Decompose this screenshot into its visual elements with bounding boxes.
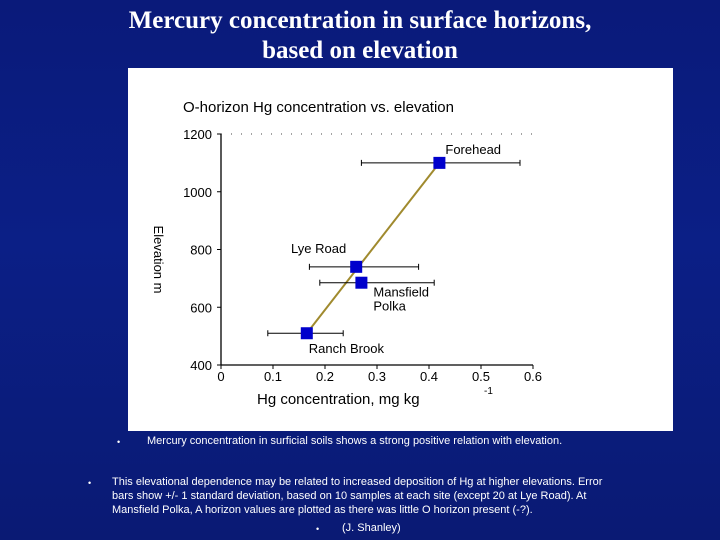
slide-title-line-1: Mercury concentration in surface horizon… (128, 7, 592, 34)
caption-bullet-1: • (117, 437, 121, 447)
hg-elevation-chart: O-horizon Hg concentration vs. elevation… (151, 99, 542, 408)
slide-title: Mercury concentration in surface horizon… (0, 6, 720, 66)
caption-bullet-2: • (88, 478, 92, 488)
x-tick-label: 0.1 (264, 369, 282, 384)
chart-panel: O-horizon Hg concentration vs. elevation… (128, 68, 673, 431)
data-point-label: Ranch Brook (309, 341, 385, 356)
x-tick-label: 0.2 (316, 369, 334, 384)
x-tick-label: 0.4 (420, 369, 438, 384)
caption-second: This elevational dependence may be relat… (112, 476, 603, 516)
y-axis-label: Elevation m (151, 226, 166, 294)
x-tick-label: 0.3 (368, 369, 386, 384)
chart-title: O-horizon Hg concentration vs. elevation (183, 99, 454, 116)
y-tick-label: 600 (190, 300, 212, 315)
x-axis-label: Hg concentration, mg kg (257, 391, 420, 408)
x-tick-label: 0.5 (472, 369, 490, 384)
data-point-marker (433, 156, 446, 169)
data-point-label: Mansfield Polka (373, 285, 429, 314)
data-point-label: Forehead (445, 142, 501, 157)
data-point-marker (300, 327, 313, 340)
caption-bullet-3: • (316, 524, 320, 534)
x-axis-label-superscript: -1 (484, 386, 493, 397)
data-point-label: Lye Road (291, 241, 346, 256)
data-point-marker (350, 260, 363, 273)
slide-title-line-2: based on elevation (262, 37, 458, 64)
x-tick-label: 0 (217, 369, 224, 384)
y-tick-label: 1200 (183, 127, 212, 142)
data-point-marker (355, 276, 368, 289)
caption-first: Mercury concentration in surficial soils… (147, 435, 563, 447)
x-tick-label: 0.6 (524, 369, 542, 384)
caption-credit: (J. Shanley) (342, 522, 401, 534)
y-tick-label: 1000 (183, 185, 212, 200)
fit-line (306, 162, 441, 334)
y-tick-label: 400 (190, 358, 212, 373)
y-tick-label: 800 (190, 243, 212, 258)
